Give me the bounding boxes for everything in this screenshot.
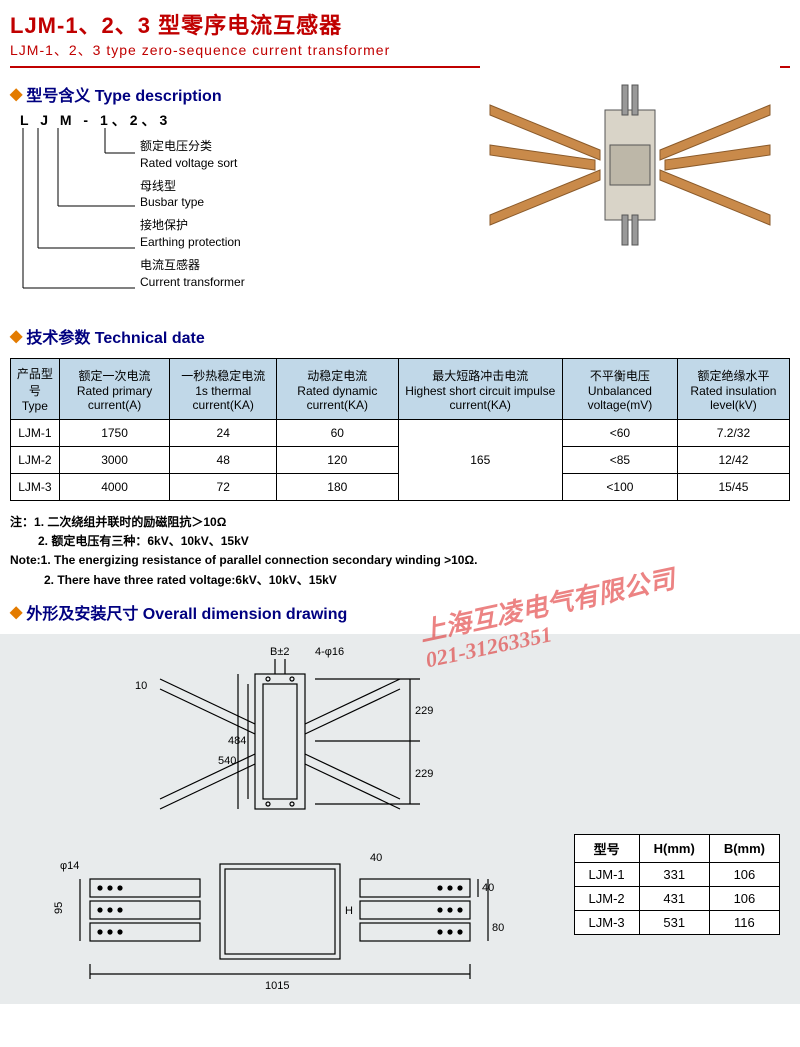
type-description-labels: 额定电压分类 Rated voltage sort 母线型 Busbar typ… xyxy=(140,138,245,290)
title-english: LJM-1、2、3 type zero-sequence current tra… xyxy=(10,40,790,60)
table-row: LJM-1 1750 24 60 165 <60 7.2/32 xyxy=(11,420,790,447)
technical-data-table: 产品型号Type 额定一次电流Rated primary current(A) … xyxy=(10,358,790,501)
col-insulation: 额定绝缘水平Rated insulation level(kV) xyxy=(677,359,789,420)
label-busbar-en: Busbar type xyxy=(140,194,245,211)
cell: 431 xyxy=(639,886,709,910)
dimension-drawing-area: B±2 4-φ16 229 229 484 540 10 xyxy=(0,634,800,1004)
cell: LJM-2 xyxy=(11,447,60,474)
cell: LJM-3 xyxy=(11,474,60,501)
cell: 24 xyxy=(170,420,277,447)
svg-text:80: 80 xyxy=(492,922,504,934)
diamond-icon: ◆ xyxy=(10,84,22,104)
cell: 15/45 xyxy=(677,474,789,501)
dimension-table: 型号 H(mm) B(mm) LJM-1 331 106 LJM-2 431 1… xyxy=(574,834,780,935)
note-en-1: 1. The energizing resistance of parallel… xyxy=(41,553,478,567)
label-rated-voltage-en: Rated voltage sort xyxy=(140,155,245,172)
note-en-prefix: Note: xyxy=(10,553,41,567)
note-cn-1: 1. 二次绕组并联时的励磁阻抗＞10Ω xyxy=(34,515,226,529)
cell: <85 xyxy=(562,447,677,474)
table-row: LJM-3 531 116 xyxy=(574,910,779,934)
svg-text:H: H xyxy=(345,905,353,917)
cell: 60 xyxy=(277,420,398,447)
label-earthing-cn: 接地保护 xyxy=(140,217,245,234)
cell: 106 xyxy=(709,862,779,886)
svg-text:1015: 1015 xyxy=(265,980,289,992)
type-code-text: L J M - 1、2、3 xyxy=(20,110,171,130)
cell: 180 xyxy=(277,474,398,501)
col-unbalanced: 不平衡电压Unbalanced voltage(mV) xyxy=(562,359,677,420)
cell: 48 xyxy=(170,447,277,474)
page-header: LJM-1、2、3 型零序电流互感器 LJM-1、2、3 type zero-s… xyxy=(0,0,800,64)
note-cn-2: 2. 额定电压有三种：6kV、10kV、15kV xyxy=(10,532,790,551)
label-rated-voltage-cn: 额定电压分类 xyxy=(140,138,245,155)
cell: 3000 xyxy=(59,447,170,474)
cell: 116 xyxy=(709,910,779,934)
cell: 72 xyxy=(170,474,277,501)
cell: 106 xyxy=(709,886,779,910)
engineering-drawing-svg: B±2 4-φ16 229 229 484 540 10 xyxy=(10,639,530,999)
cell: LJM-3 xyxy=(574,910,639,934)
type-code-diagram: L J M - 1、2、3 额定电压分类 Rated voltage sort … xyxy=(10,110,370,310)
bracket-lines-svg xyxy=(20,128,140,303)
cell: 531 xyxy=(639,910,709,934)
cell: 4000 xyxy=(59,474,170,501)
label-busbar-cn: 母线型 xyxy=(140,178,245,195)
col-b: B(mm) xyxy=(709,834,779,862)
dimension-drawing-title: 外形及安装尺寸 Overall dimension drawing xyxy=(26,600,347,624)
cell: 7.2/32 xyxy=(677,420,789,447)
svg-text:4-φ16: 4-φ16 xyxy=(315,646,344,658)
label-ct-en: Current transformer xyxy=(140,274,245,291)
cell: <60 xyxy=(562,420,677,447)
svg-text:10: 10 xyxy=(135,680,147,692)
note-en-2: 2. There have three rated voltage:6kV、10… xyxy=(10,571,790,590)
col-primary-current: 额定一次电流Rated primary current(A) xyxy=(59,359,170,420)
table-header-row: 型号 H(mm) B(mm) xyxy=(574,834,779,862)
section-technical-data: ◆ 技术参数 Technical date xyxy=(0,320,800,352)
cell: 1750 xyxy=(59,420,170,447)
cell: 120 xyxy=(277,447,398,474)
label-earthing-en: Earthing protection xyxy=(140,234,245,251)
title-chinese: LJM-1、2、3 型零序电流互感器 xyxy=(10,8,790,40)
diamond-icon: ◆ xyxy=(10,326,22,346)
svg-text:B±2: B±2 xyxy=(270,646,290,658)
col-model: 型号 xyxy=(574,834,639,862)
col-h: H(mm) xyxy=(639,834,709,862)
cell: <100 xyxy=(562,474,677,501)
diamond-icon: ◆ xyxy=(10,602,22,622)
col-impulse: 最大短路冲击电流Highest short circuit impulse cu… xyxy=(398,359,562,420)
product-photo xyxy=(480,60,780,270)
svg-text:95: 95 xyxy=(53,902,65,914)
cell: 331 xyxy=(639,862,709,886)
section-dimension-drawing: ◆ 外形及安装尺寸 Overall dimension drawing xyxy=(0,596,800,628)
svg-text:540: 540 xyxy=(218,755,236,767)
col-dynamic: 动稳定电流Rated dynamic current(KA) xyxy=(277,359,398,420)
note-cn-prefix: 注： xyxy=(10,515,34,529)
cell: LJM-2 xyxy=(574,886,639,910)
svg-text:229: 229 xyxy=(415,768,433,780)
svg-text:φ14: φ14 xyxy=(60,860,79,872)
technical-notes: 注：1. 二次绕组并联时的励磁阻抗＞10Ω 2. 额定电压有三种：6kV、10k… xyxy=(0,507,800,596)
label-ct-cn: 电流互感器 xyxy=(140,257,245,274)
technical-data-title: 技术参数 Technical date xyxy=(26,324,204,348)
type-description-title: 型号含义 Type description xyxy=(26,82,221,106)
table-header-row: 产品型号Type 额定一次电流Rated primary current(A) … xyxy=(11,359,790,420)
cell: 12/42 xyxy=(677,447,789,474)
col-thermal: 一秒热稳定电流1s thermal current(KA) xyxy=(170,359,277,420)
svg-text:484: 484 xyxy=(228,735,246,747)
cell: LJM-1 xyxy=(574,862,639,886)
svg-text:229: 229 xyxy=(415,705,433,717)
svg-text:40: 40 xyxy=(370,852,382,864)
cell-impulse-merged: 165 xyxy=(398,420,562,501)
table-row: LJM-1 331 106 xyxy=(574,862,779,886)
table-row: LJM-2 431 106 xyxy=(574,886,779,910)
cell: LJM-1 xyxy=(11,420,60,447)
col-type: 产品型号Type xyxy=(11,359,60,420)
